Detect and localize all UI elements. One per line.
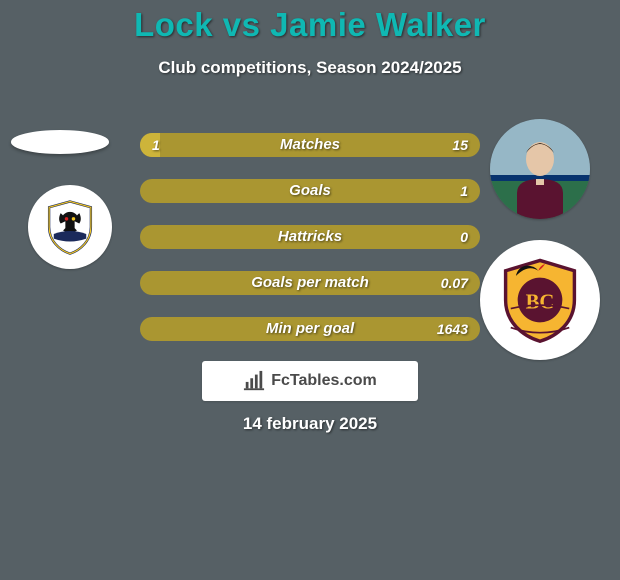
date-text: 14 february 2025 (0, 414, 620, 434)
stat-row: Goals1 (140, 179, 480, 203)
svg-text:BC: BC (526, 292, 555, 314)
club-right-badge: BC (480, 240, 600, 360)
stat-row: Min per goal1643 (140, 317, 480, 341)
stat-value-left: 1 (152, 133, 160, 157)
stat-value-right: 15 (452, 133, 468, 157)
club-left-badge (28, 185, 112, 269)
club-left-crest-icon (41, 198, 99, 256)
stat-label: Goals per match (140, 271, 480, 295)
bar-chart-icon (243, 370, 265, 392)
page-title: Lock vs Jamie Walker (0, 6, 620, 44)
player-right-photo-icon (490, 119, 590, 219)
stat-label: Matches (140, 133, 480, 157)
stats-container: Matches115Goals1Hattricks0Goals per matc… (140, 133, 480, 363)
stat-row: Hattricks0 (140, 225, 480, 249)
stat-label: Goals (140, 179, 480, 203)
subtitle: Club competitions, Season 2024/2025 (0, 58, 620, 78)
stat-value-right: 0 (460, 225, 468, 249)
stat-row: Goals per match0.07 (140, 271, 480, 295)
player-right-avatar (490, 119, 590, 219)
stat-label: Min per goal (140, 317, 480, 341)
brand-text: FcTables.com (271, 372, 377, 390)
stat-label: Hattricks (140, 225, 480, 249)
stat-value-right: 1 (460, 179, 468, 203)
brand-tag[interactable]: FcTables.com (202, 361, 418, 401)
club-right-crest-icon: BC (497, 257, 583, 343)
player-left-avatar (11, 130, 109, 154)
stat-value-right: 0.07 (441, 271, 468, 295)
stat-value-right: 1643 (437, 317, 468, 341)
stat-row: Matches1 15 (140, 133, 480, 157)
